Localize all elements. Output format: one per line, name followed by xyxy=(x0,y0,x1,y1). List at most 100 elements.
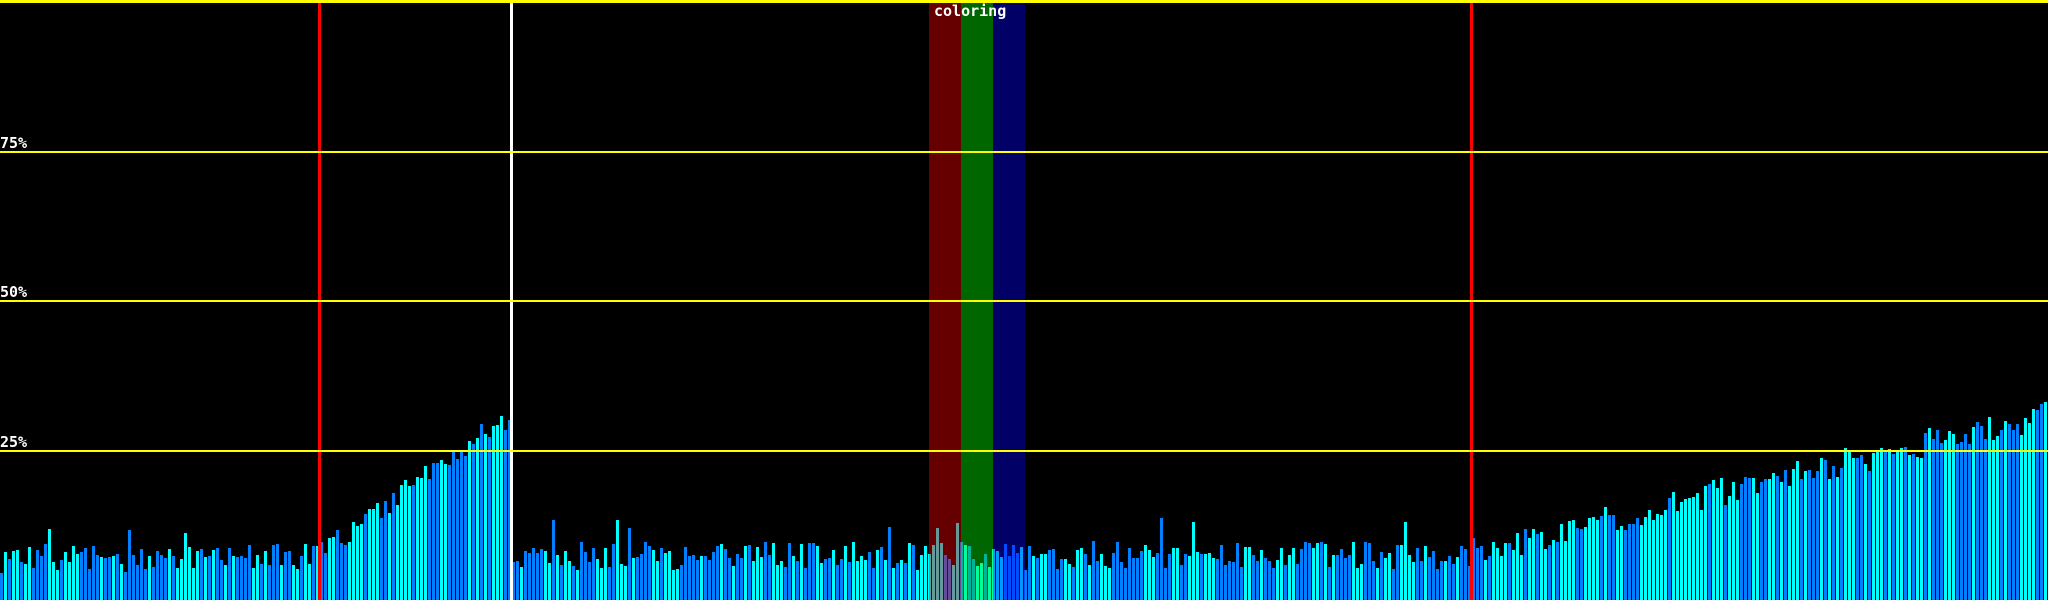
histogram-bar xyxy=(304,544,307,600)
histogram-bar xyxy=(576,570,579,600)
histogram-bar xyxy=(484,434,487,600)
histogram-bar xyxy=(2032,409,2035,600)
histogram-bar xyxy=(1284,565,1287,600)
histogram-bar xyxy=(1696,493,1699,600)
histogram-bar xyxy=(668,551,671,600)
histogram-bar xyxy=(1512,550,1515,600)
histogram-bar xyxy=(1044,554,1047,600)
histogram-bar xyxy=(16,550,19,600)
histogram-bar xyxy=(1112,553,1115,600)
histogram-bar xyxy=(960,542,963,600)
histogram-bar xyxy=(476,438,479,600)
histogram-bar xyxy=(392,493,395,600)
histogram-bar xyxy=(1448,556,1451,600)
histogram-bar xyxy=(1176,548,1179,600)
histogram-bar xyxy=(964,545,967,600)
histogram-bar xyxy=(28,547,31,600)
histogram-bar xyxy=(1052,549,1055,600)
histogram-bar xyxy=(1100,554,1103,600)
histogram-bar xyxy=(1596,520,1599,600)
histogram-bar xyxy=(580,542,583,600)
histogram-bar xyxy=(408,486,411,600)
histogram-bar xyxy=(1768,479,1771,600)
histogram-bar xyxy=(172,556,175,600)
histogram-bar xyxy=(588,562,591,600)
histogram-bar xyxy=(1104,566,1107,600)
histogram-bar xyxy=(816,546,819,600)
histogram-bar xyxy=(120,564,123,600)
histogram-bar xyxy=(68,562,71,600)
histogram-bar xyxy=(1736,500,1739,600)
histogram-bar xyxy=(548,563,551,600)
histogram-bar xyxy=(628,528,631,600)
histogram-bar xyxy=(248,545,251,600)
histogram-bar xyxy=(1056,569,1059,600)
histogram-bar xyxy=(1776,476,1779,600)
histogram-bar xyxy=(1068,564,1071,600)
histogram-bar xyxy=(604,548,607,600)
histogram-bar xyxy=(1804,471,1807,600)
histogram-bar xyxy=(1972,427,1975,600)
histogram-bar xyxy=(1740,484,1743,600)
histogram-bar xyxy=(824,559,827,600)
histogram-bar xyxy=(1572,520,1575,600)
histogram-bar xyxy=(176,568,179,600)
histogram-bar xyxy=(1764,479,1767,600)
histogram-bar xyxy=(352,522,355,600)
histogram-bar xyxy=(1352,542,1355,600)
histogram-bar xyxy=(84,548,87,600)
histogram-bar xyxy=(876,550,879,600)
histogram-bar xyxy=(404,480,407,600)
gridline-75 xyxy=(0,151,2048,153)
top-border-line xyxy=(0,0,2048,3)
histogram-bar xyxy=(20,562,23,600)
histogram-bar xyxy=(468,441,471,600)
histogram-bar xyxy=(492,426,495,600)
histogram-bar xyxy=(1376,568,1379,600)
histogram-bar xyxy=(720,544,723,600)
histogram-bar xyxy=(1664,510,1667,600)
histogram-bar xyxy=(216,548,219,600)
histogram-bar xyxy=(360,524,363,600)
histogram-bar xyxy=(1372,561,1375,600)
histogram-bar xyxy=(456,459,459,600)
histogram-bar xyxy=(1968,444,1971,600)
histogram-bar xyxy=(956,523,959,600)
histogram-bar xyxy=(788,543,791,600)
histogram-bar xyxy=(36,550,39,600)
histogram-bar xyxy=(312,546,315,600)
histogram-bar xyxy=(488,437,491,600)
histogram-bar xyxy=(1944,440,1947,600)
histogram-bar xyxy=(1184,554,1187,600)
histogram-bar xyxy=(808,543,811,600)
histogram-bar xyxy=(1428,557,1431,600)
histogram-bar xyxy=(1460,546,1463,600)
histogram-bar xyxy=(992,549,995,600)
histogram-bar xyxy=(1624,530,1627,600)
histogram-bar xyxy=(700,556,703,600)
histogram-bar xyxy=(644,542,647,600)
histogram-bar xyxy=(1900,448,1903,600)
histogram-bar xyxy=(1636,518,1639,600)
histogram-bar xyxy=(1860,455,1863,600)
histogram-bar xyxy=(1324,544,1327,600)
histogram-bar xyxy=(1172,548,1175,600)
histogram-bar xyxy=(980,563,983,600)
histogram-bar xyxy=(572,566,575,600)
histogram-bar xyxy=(296,569,299,600)
histogram-bar xyxy=(812,543,815,600)
histogram-bar xyxy=(220,560,223,600)
histogram-bar xyxy=(1612,515,1615,600)
histogram-bar xyxy=(1320,542,1323,600)
histogram-bar xyxy=(124,572,127,600)
histogram-bar xyxy=(0,573,3,600)
histogram-bar xyxy=(632,558,635,600)
histogram-bar xyxy=(1308,543,1311,600)
histogram-bar xyxy=(1420,561,1423,600)
histogram-bar xyxy=(424,466,427,600)
histogram-bar xyxy=(932,545,935,600)
gridline-25 xyxy=(0,450,2048,452)
histogram-bar xyxy=(1640,525,1643,600)
histogram-bar xyxy=(1092,541,1095,600)
